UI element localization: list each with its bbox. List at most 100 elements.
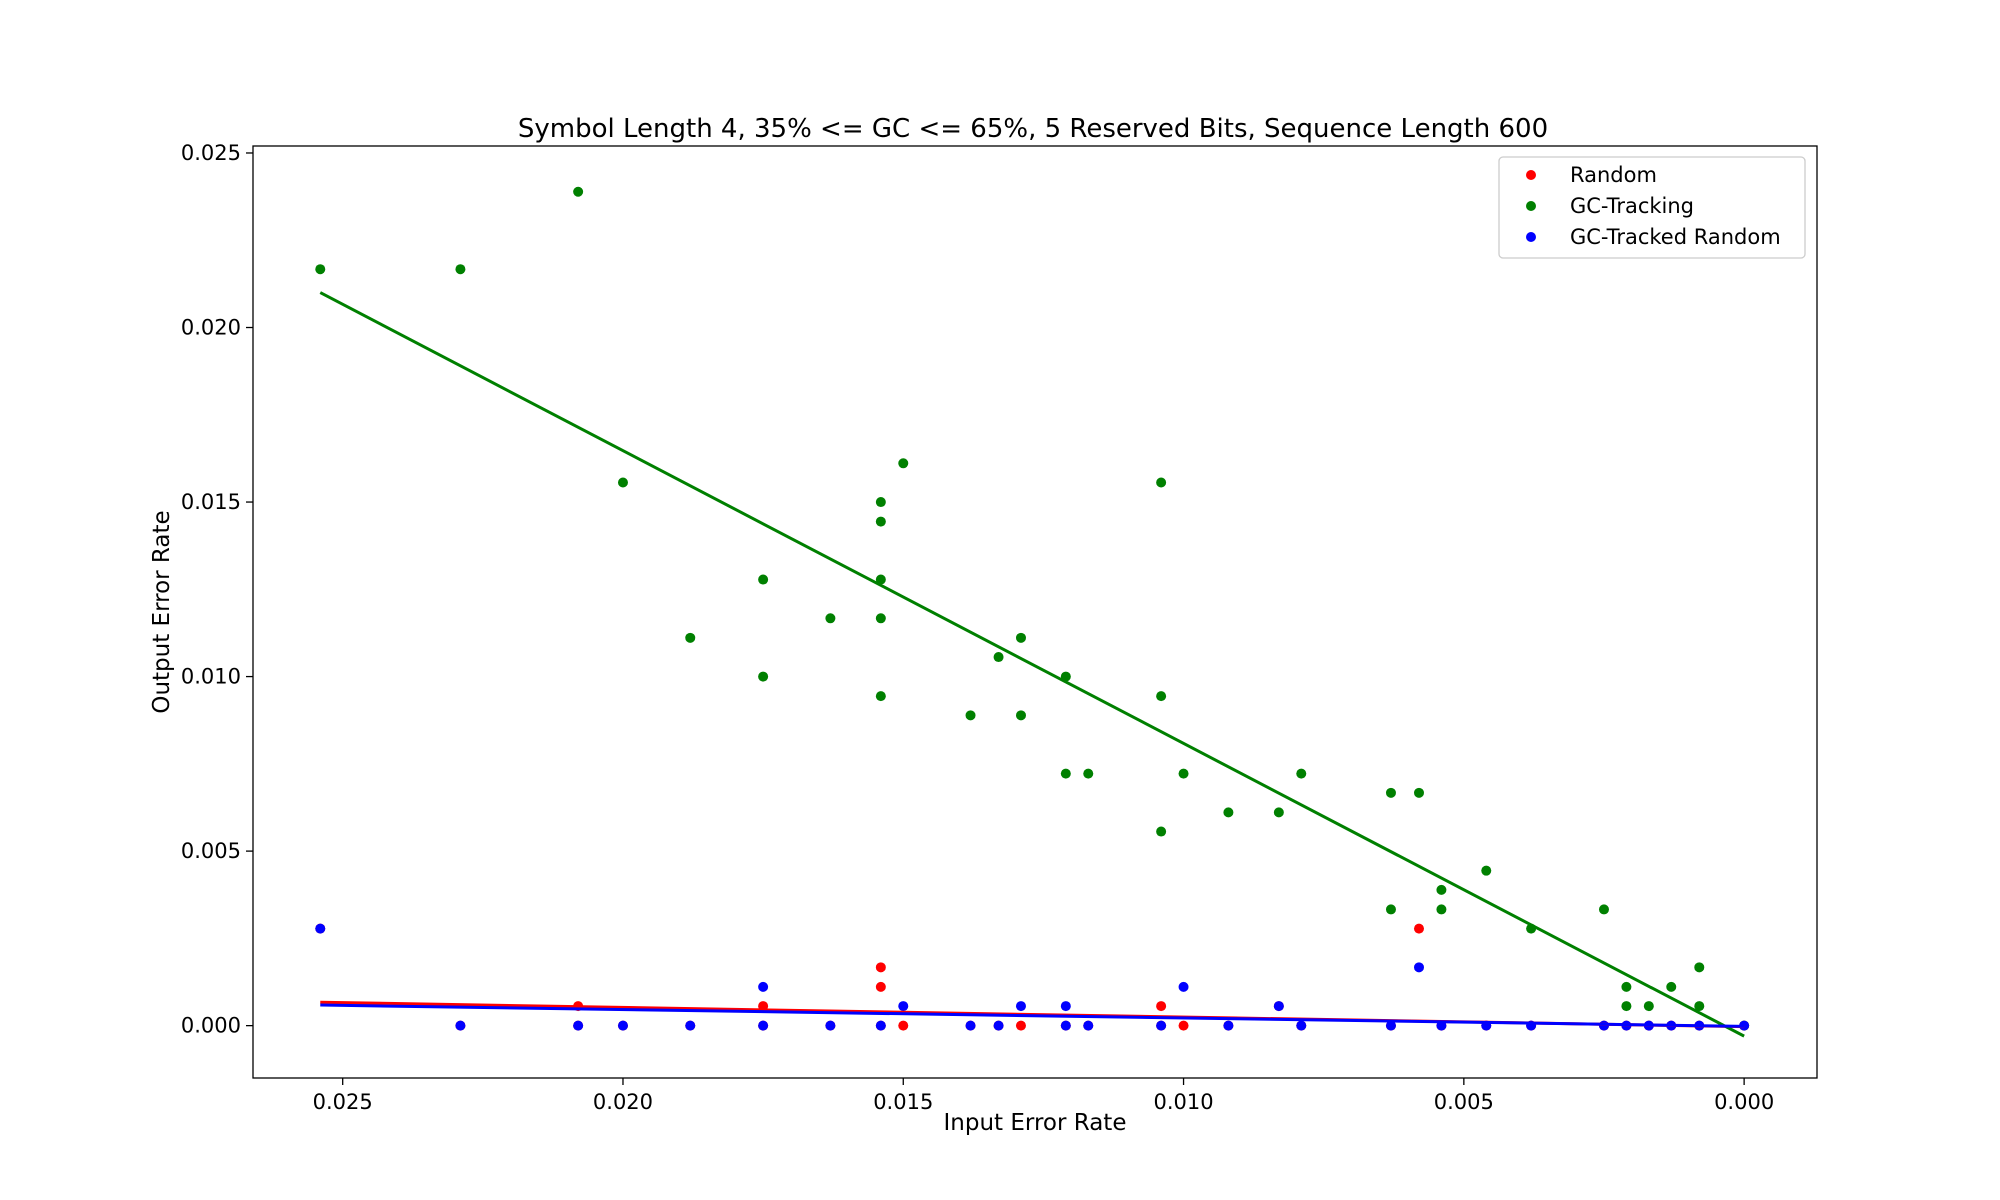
- data-point-random: [875, 981, 886, 992]
- data-point-gc-tracking: [1694, 962, 1705, 973]
- y-tick-label: 0.015: [181, 490, 241, 514]
- legend-marker-gc-tracking: [1526, 201, 1536, 211]
- data-point-gc-tracking: [758, 574, 769, 585]
- y-axis: 0.000 0.005 0.010 0.015 0.020 0.025: [181, 141, 253, 1038]
- data-point-gc-tracking: [898, 458, 909, 469]
- x-axis-label: Input Error Rate: [944, 1110, 1127, 1136]
- data-point-gc-tracked-random: [1413, 962, 1424, 973]
- plot-area: [315, 186, 1750, 1038]
- data-point-gc-tracked-random: [758, 1020, 769, 1031]
- data-point-gc-tracked-random: [1156, 1020, 1167, 1031]
- legend-marker-random: [1526, 170, 1536, 180]
- data-point-gc-tracking: [1666, 981, 1677, 992]
- series-layer: [315, 186, 1750, 1038]
- legend-label-random: Random: [1570, 163, 1657, 187]
- data-point-random: [1156, 1001, 1167, 1012]
- x-axis: 0.025 0.020 0.015 0.010 0.005 0.000: [313, 1078, 1774, 1114]
- data-point-gc-tracking: [685, 632, 696, 643]
- y-tick-label: 0.010: [181, 665, 241, 689]
- data-point-gc-tracking: [1156, 477, 1167, 488]
- data-point-gc-tracking: [573, 186, 584, 197]
- data-point-gc-tracked-random: [965, 1020, 976, 1031]
- data-point-gc-tracking: [1621, 1001, 1632, 1012]
- data-point-gc-tracked-random: [1015, 1001, 1026, 1012]
- data-point-random: [875, 962, 886, 973]
- data-point-random: [1413, 923, 1424, 934]
- data-point-gc-tracked-random: [875, 1020, 886, 1031]
- data-point-gc-tracking: [1598, 904, 1609, 915]
- x-tick-label: 0.000: [1714, 1090, 1774, 1114]
- data-point-gc-tracked-random: [315, 923, 326, 934]
- y-tick-label: 0.005: [181, 839, 241, 863]
- data-point-gc-tracked-random: [1083, 1020, 1094, 1031]
- data-point-gc-tracked-random: [825, 1020, 836, 1031]
- legend-marker-gc-tracked-random: [1526, 232, 1536, 242]
- data-point-gc-tracking: [1223, 807, 1234, 818]
- data-point-gc-tracked-random: [1060, 1001, 1071, 1012]
- data-point-random: [898, 1020, 909, 1031]
- series-gc-tracking: [315, 186, 1750, 1031]
- data-point-gc-tracking: [1156, 826, 1167, 837]
- data-point-gc-tracking: [758, 671, 769, 682]
- data-point-gc-tracked-random: [758, 981, 769, 992]
- data-point-gc-tracked-random: [993, 1020, 1004, 1031]
- data-point-gc-tracked-random: [898, 1001, 909, 1012]
- data-point-gc-tracking: [1621, 981, 1632, 992]
- data-point-gc-tracked-random: [685, 1020, 696, 1031]
- data-point-gc-tracking: [1481, 865, 1492, 876]
- trend-line-gc-tracked-random: [320, 1003, 1745, 1028]
- data-point-gc-tracked-random: [1273, 1001, 1284, 1012]
- data-point-gc-tracking: [993, 652, 1004, 663]
- data-point-random: [1015, 1020, 1026, 1031]
- data-point-gc-tracking: [455, 264, 466, 275]
- y-tick-label: 0.000: [181, 1014, 241, 1038]
- legend-box: [1498, 156, 1806, 259]
- legend-label-gc-tracked-random: GC-Tracked Random: [1570, 225, 1781, 249]
- data-point-gc-tracking: [1436, 904, 1447, 915]
- chart-title: Symbol Length 4, 35% <= GC <= 65%, 5 Res…: [518, 114, 1548, 144]
- data-point-gc-tracking: [875, 613, 886, 624]
- x-tick-label: 0.020: [593, 1090, 653, 1114]
- data-point-gc-tracked-random: [1385, 1020, 1396, 1031]
- data-point-gc-tracking: [1060, 768, 1071, 779]
- data-point-gc-tracking: [875, 574, 886, 585]
- data-point-gc-tracking: [1385, 904, 1396, 915]
- data-point-gc-tracking: [1413, 787, 1424, 798]
- data-point-gc-tracking: [617, 477, 628, 488]
- data-point-gc-tracking: [1178, 768, 1189, 779]
- y-axis-label: Output Error Rate: [149, 510, 175, 713]
- data-point-gc-tracked-random: [1296, 1020, 1307, 1031]
- data-point-gc-tracked-random: [1178, 981, 1189, 992]
- x-tick-label: 0.025: [313, 1090, 373, 1114]
- data-point-gc-tracking: [875, 516, 886, 527]
- data-point-gc-tracked-random: [573, 1020, 584, 1031]
- x-tick-label: 0.015: [873, 1090, 933, 1114]
- data-point-gc-tracking: [1694, 1001, 1705, 1012]
- y-tick-label: 0.020: [181, 316, 241, 340]
- legend: Random GC-Tracking GC-Tracked Random: [1498, 156, 1806, 259]
- data-point-gc-tracking: [1156, 691, 1167, 702]
- data-point-gc-tracking: [1436, 884, 1447, 895]
- data-point-gc-tracking: [1296, 768, 1307, 779]
- data-point-gc-tracking: [1083, 768, 1094, 779]
- data-point-gc-tracking: [825, 613, 836, 624]
- data-point-gc-tracking: [1273, 807, 1284, 818]
- data-point-gc-tracking: [315, 264, 326, 275]
- data-point-random: [1178, 1020, 1189, 1031]
- data-point-gc-tracking: [965, 710, 976, 721]
- x-tick-label: 0.005: [1434, 1090, 1494, 1114]
- x-tick-label: 0.010: [1153, 1090, 1213, 1114]
- data-point-gc-tracked-random: [1223, 1020, 1234, 1031]
- trend-line-gc-tracking: [319, 291, 1745, 1038]
- data-point-gc-tracking: [875, 691, 886, 702]
- data-point-gc-tracked-random: [1060, 1020, 1071, 1031]
- data-point-gc-tracked-random: [455, 1020, 466, 1031]
- data-point-gc-tracking: [1385, 787, 1396, 798]
- data-point-gc-tracking: [875, 497, 886, 508]
- data-point-gc-tracking: [1015, 632, 1026, 643]
- plot-frame: [252, 145, 1818, 1079]
- y-tick-label: 0.025: [181, 141, 241, 165]
- legend-label-gc-tracking: GC-Tracking: [1570, 194, 1694, 218]
- data-point-gc-tracking: [1015, 710, 1026, 721]
